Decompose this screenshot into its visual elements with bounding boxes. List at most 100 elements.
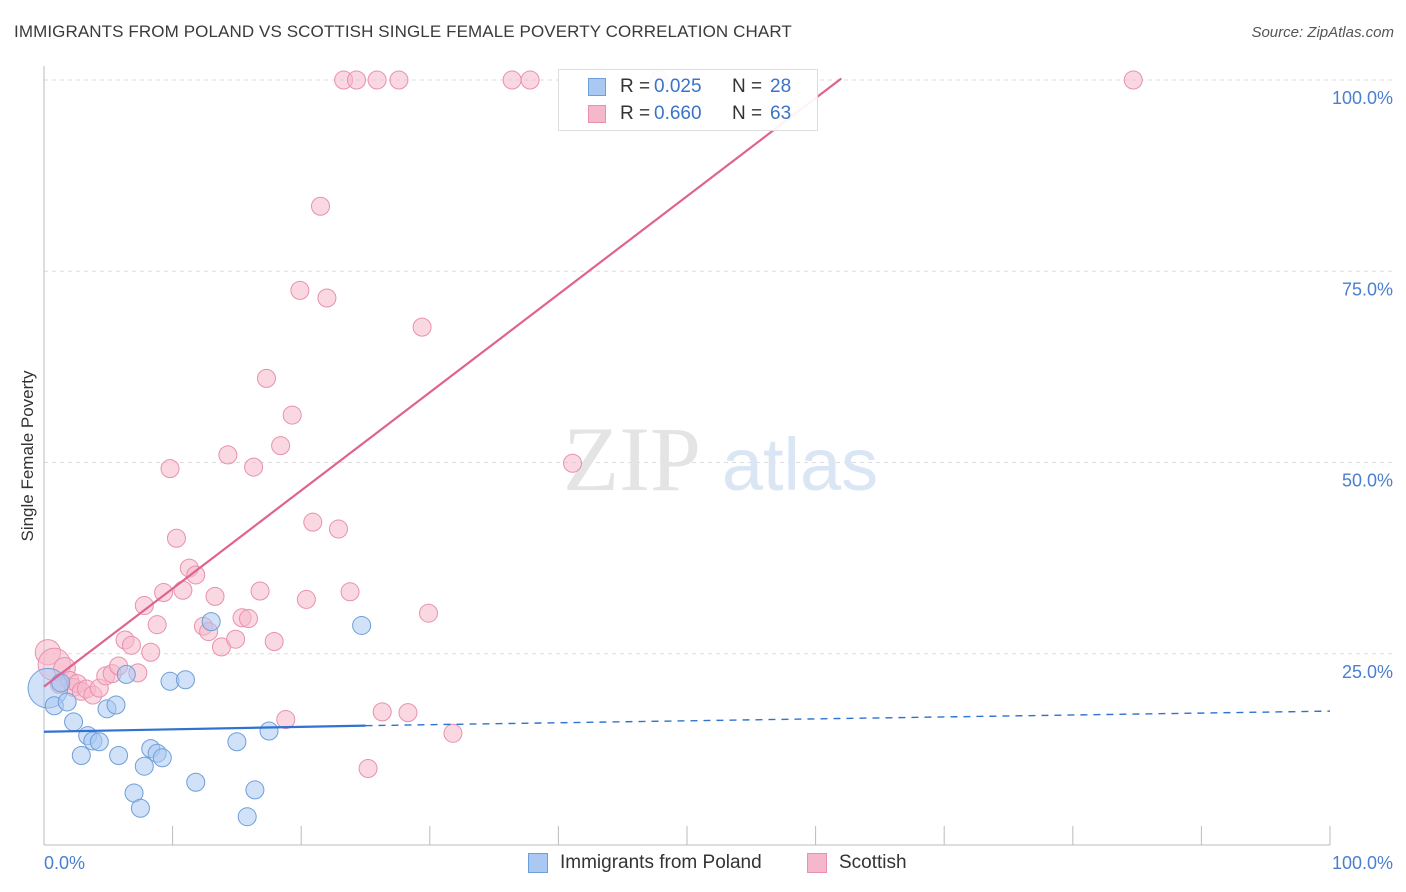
scottish-point (121, 635, 141, 655)
r-value-poland: 0.025 (654, 76, 702, 97)
poland-point (186, 772, 206, 792)
scottish-point (271, 436, 291, 456)
poland-points (27, 612, 372, 827)
r-label: R = (620, 103, 651, 124)
poland-point (152, 748, 172, 768)
stats-row-poland: R = 0.025 N = 28 (559, 74, 791, 100)
poland-swatch (588, 78, 606, 96)
scottish-point (166, 528, 186, 548)
scottish-point (147, 615, 167, 635)
n-label: N = (732, 103, 763, 124)
scottish-point (443, 723, 463, 743)
scottish-point (154, 583, 174, 603)
poland-trend-extension (365, 710, 1331, 727)
scottish-point (173, 580, 193, 600)
legend-label-poland: Immigrants from Poland (560, 852, 762, 873)
scottish-point (134, 596, 154, 616)
scottish-legend-swatch (807, 853, 827, 873)
poland-point (71, 745, 91, 765)
poland-point (245, 780, 265, 800)
watermark-atlas: atlas (722, 423, 878, 506)
gridlines (44, 79, 1393, 655)
poland-point (352, 615, 372, 635)
scottish-points (34, 70, 1143, 778)
r-label: R = (620, 76, 651, 97)
poland-point (130, 798, 150, 818)
source-credit: Source: ZipAtlas.com (1251, 24, 1394, 41)
stats-row-scottish: R = 0.660 N = 63 (559, 101, 791, 127)
scottish-point (367, 70, 387, 90)
scottish-point (328, 519, 348, 539)
poland-point (64, 712, 84, 732)
scottish-point (276, 710, 296, 730)
poland-point (259, 721, 279, 741)
scottish-point (226, 629, 246, 649)
poland-point (227, 732, 247, 752)
scottish-point (419, 603, 439, 623)
watermark-zip: ZIP (563, 408, 701, 510)
r-value-scottish: 0.660 (654, 103, 702, 124)
axes (43, 66, 1331, 846)
scottish-point (264, 632, 284, 652)
scottish-point (296, 589, 316, 609)
scottish-point (520, 70, 540, 90)
scottish-point (310, 196, 330, 216)
y-tick-label: 25.0% (1342, 662, 1393, 682)
scottish-point (389, 70, 409, 90)
scottish-point (186, 565, 206, 585)
series-legend: Immigrants from Poland Scottish (0, 852, 1406, 878)
n-label: N = (732, 76, 763, 97)
scottish-point (502, 70, 522, 90)
scottish-point (205, 586, 225, 606)
scottish-swatch (588, 105, 606, 123)
y-tick-labels: 25.0% 50.0% 75.0% 100.0% (1332, 88, 1393, 682)
poland-point (89, 732, 109, 752)
scottish-point (412, 317, 432, 337)
scottish-point (358, 759, 378, 778)
chart-title: IMMIGRANTS FROM POLAND VS SCOTTISH SINGL… (14, 22, 792, 41)
y-tick-label: 75.0% (1342, 279, 1393, 299)
scottish-point (290, 280, 310, 300)
legend-item-scottish[interactable]: Scottish (807, 852, 907, 874)
poland-point (201, 612, 221, 632)
n-value-poland: 28 (770, 76, 792, 97)
legend-item-poland[interactable]: Immigrants from Poland (528, 852, 762, 874)
scottish-point (238, 609, 258, 629)
scottish-point (303, 512, 323, 532)
scottish-point (1123, 70, 1143, 90)
scottish-point (244, 457, 264, 477)
legend-label-scottish: Scottish (839, 852, 907, 873)
y-tick-label: 50.0% (1342, 471, 1393, 491)
scottish-point (256, 368, 276, 388)
scottish-trend-line (43, 77, 842, 688)
poland-point (134, 756, 154, 776)
poland-point (116, 664, 136, 684)
poland-point (57, 692, 77, 712)
scottish-point (141, 642, 161, 662)
watermark: ZIP atlas (563, 408, 878, 510)
poland-point (51, 673, 71, 693)
stats-legend: R = 0.025 N = 28 R = 0.660 N = 63 (558, 69, 818, 131)
x-tick-label-max: 100.0% (1332, 853, 1393, 873)
scottish-point (218, 445, 238, 465)
poland-point (109, 745, 129, 765)
poland-legend-swatch (528, 853, 548, 873)
scottish-point (346, 70, 366, 90)
poland-point (175, 670, 195, 690)
x-tick-label-min: 0.0% (44, 853, 85, 873)
poland-point (237, 807, 257, 827)
scottish-point (398, 703, 418, 723)
scottish-point (317, 288, 337, 308)
poland-point (106, 695, 126, 715)
trend-lines (43, 77, 1331, 733)
y-tick-label: 100.0% (1332, 88, 1393, 108)
scottish-point (282, 405, 302, 425)
scottish-point (160, 459, 180, 479)
poland-trend-line (43, 724, 366, 733)
n-value-scottish: 63 (770, 103, 792, 124)
scottish-point (250, 581, 270, 601)
scottish-point (340, 582, 360, 602)
scottish-point (563, 453, 583, 473)
scottish-point (372, 702, 392, 722)
